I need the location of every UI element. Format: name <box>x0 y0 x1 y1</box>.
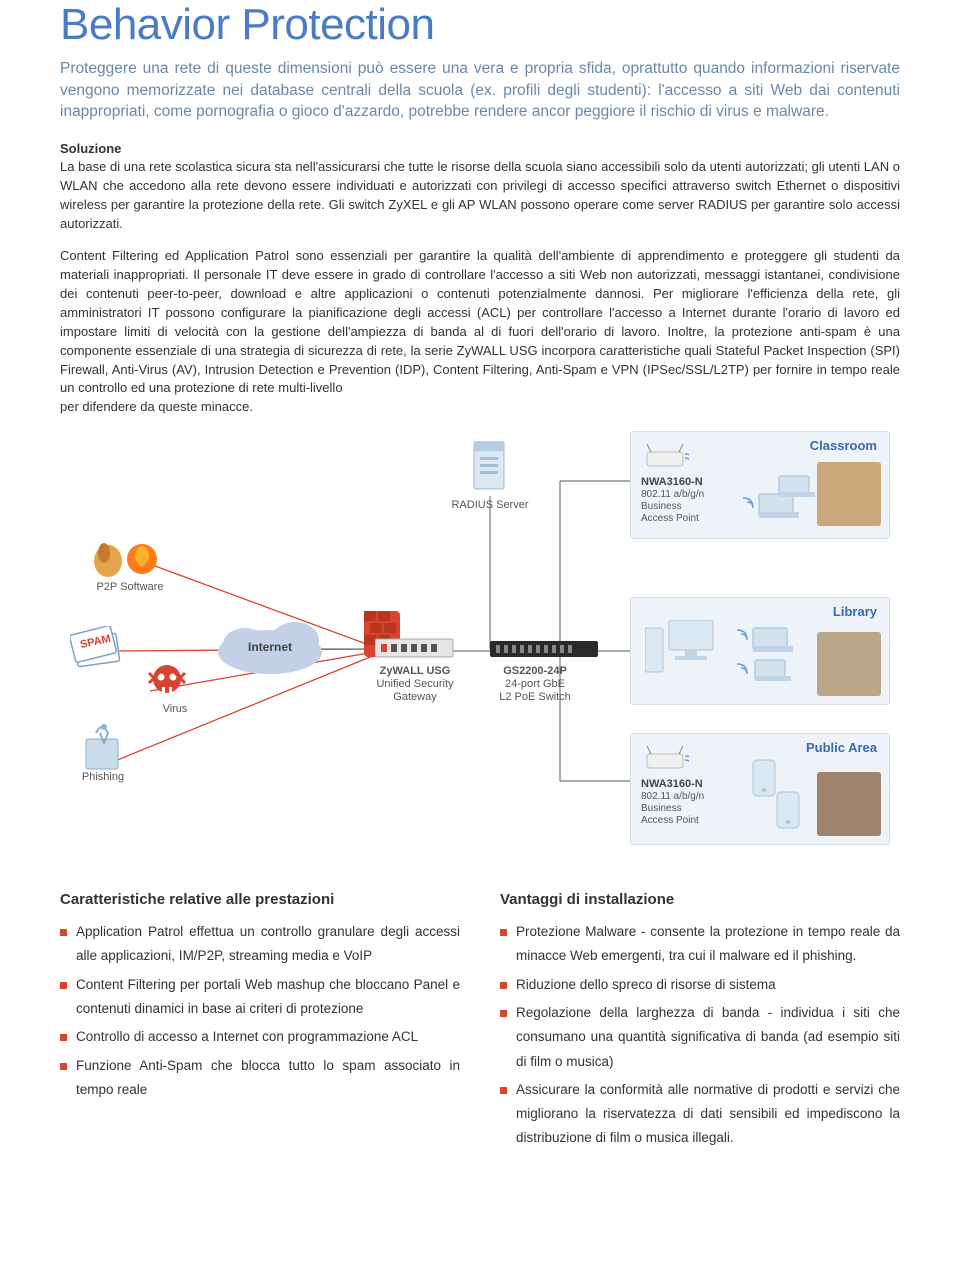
solution-paragraph-2: Content Filtering ed Application Patrol … <box>60 247 900 398</box>
public-ap-icon <box>641 746 689 781</box>
p2p-label: P2P Software <box>90 581 170 594</box>
phishing-icon <box>78 721 126 778</box>
list-item: Content Filtering per portali Web mashup… <box>60 973 460 1022</box>
network-diagram: RADIUS Server P2P Software Internet SPAM… <box>60 431 900 851</box>
library-laptops-icon <box>735 624 811 689</box>
radius-server-icon <box>468 441 510 495</box>
classroom-laptops-icon <box>741 464 817 529</box>
list-item: Application Patrol effettua un controllo… <box>60 920 460 969</box>
performance-list: Application Patrol effettua un controllo… <box>60 920 460 1102</box>
internet-label: Internet <box>248 640 292 654</box>
library-pc-icon <box>645 620 721 691</box>
list-item: Assicurare la conformità alle normative … <box>500 1078 900 1151</box>
list-item: Protezione Malware - consente la protezi… <box>500 920 900 969</box>
solution-heading: Soluzione <box>60 141 900 156</box>
public-phones-icon <box>749 758 809 837</box>
list-item: Funzione Anti-Spam che blocca tutto lo s… <box>60 1054 460 1103</box>
benefits-list: Protezione Malware - consente la protezi… <box>500 920 900 1151</box>
list-item: Regolazione della larghezza di banda - i… <box>500 1001 900 1074</box>
virus-label: Virus <box>155 703 195 716</box>
gs2200-label: GS2200-24P24-port GbE L2 PoE Switch <box>495 665 575 705</box>
radius-label: RADIUS Server <box>445 499 535 512</box>
public-photo-placeholder <box>817 772 881 836</box>
p2p-icon <box>90 539 170 584</box>
list-item: Riduzione dello spreco di risorse di sis… <box>500 973 900 997</box>
zywall-label: ZyWALL USGUnified Security Gateway <box>370 665 460 705</box>
page-title: Behavior Protection <box>60 0 900 50</box>
public-ap-label: NWA3160-N 802.11 a/b/g/n Business Access… <box>641 778 704 827</box>
classroom-ap-label: NWA3160-N 802.11 a/b/g/n Business Access… <box>641 476 704 525</box>
public-title: Public Area <box>806 740 877 755</box>
feature-columns: Caratteristiche relative alle prestazion… <box>60 891 900 1155</box>
benefits-column: Vantaggi di installazione Protezione Mal… <box>500 891 900 1155</box>
zywall-device-icon <box>375 637 455 668</box>
internet-cloud-icon: Internet <box>210 616 330 685</box>
classroom-ap-icon <box>641 444 689 479</box>
performance-heading: Caratteristiche relative alle prestazion… <box>60 891 460 908</box>
phishing-label: Phishing <box>78 771 128 784</box>
gs2200-icon <box>490 639 600 666</box>
classroom-title: Classroom <box>810 438 877 453</box>
classroom-photo-placeholder <box>817 462 881 526</box>
library-box: Library <box>630 597 890 705</box>
performance-column: Caratteristiche relative alle prestazion… <box>60 891 460 1155</box>
classroom-box: Classroom NWA3160-N 802.11 a/b/g/n Busin… <box>630 431 890 539</box>
solution-paragraph-3: per difendere da queste minacce. <box>60 398 900 417</box>
intro-paragraph: Proteggere una rete di queste dimensioni… <box>60 58 900 123</box>
solution-paragraph-1: La base di una rete scolastica sicura st… <box>60 158 900 233</box>
library-photo-placeholder <box>817 632 881 696</box>
public-area-box: Public Area NWA3160-N 802.11 a/b/g/n Bus… <box>630 733 890 845</box>
benefits-heading: Vantaggi di installazione <box>500 891 900 908</box>
list-item: Controllo di accesso a Internet con prog… <box>60 1025 460 1049</box>
library-title: Library <box>833 604 877 619</box>
virus-icon <box>145 661 189 708</box>
spam-icon: SPAM <box>70 626 128 675</box>
